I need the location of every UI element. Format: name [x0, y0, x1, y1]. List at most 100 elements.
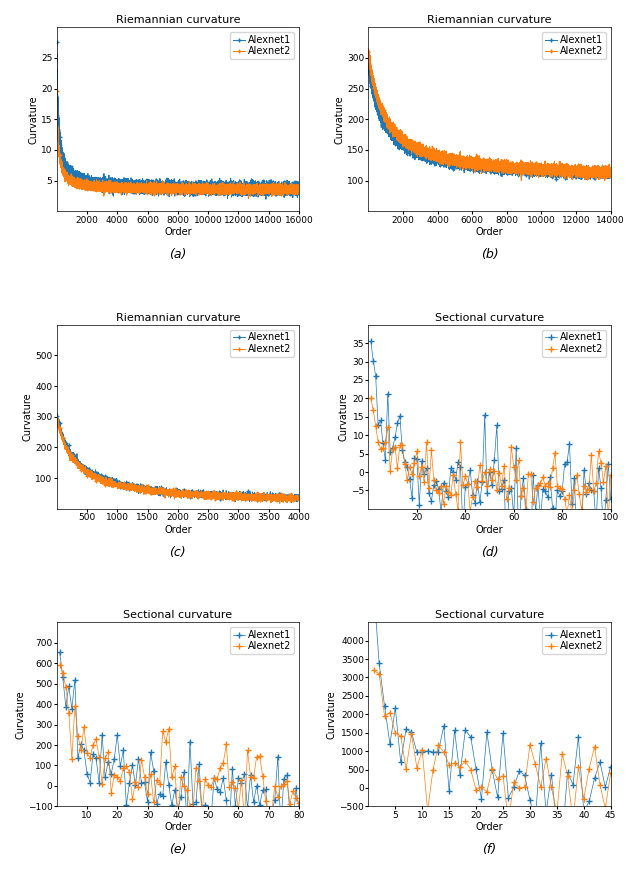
Alexnet1: [513, 442, 520, 453]
Alexnet2: [157, 485, 164, 496]
Alexnet1: [542, 808, 550, 818]
Line: Alexnet2: Alexnet2: [54, 414, 301, 505]
Alexnet1: [419, 148, 427, 158]
Alexnet2: [229, 491, 237, 502]
Alexnet2: [295, 185, 303, 196]
Alexnet2: [422, 437, 430, 447]
Alexnet1: [596, 757, 604, 767]
Alexnet1: [268, 808, 276, 819]
Alexnet1: [295, 184, 303, 194]
Text: (c): (c): [170, 545, 186, 558]
Legend: Alexnet1, Alexnet2: Alexnet1, Alexnet2: [230, 329, 294, 357]
Alexnet2: [591, 741, 598, 752]
Alexnet2: [370, 665, 378, 676]
Alexnet2: [241, 815, 248, 826]
Alexnet2: [271, 781, 278, 792]
Alexnet2: [397, 731, 404, 741]
Title: Riemannian curvature: Riemannian curvature: [116, 15, 240, 25]
Alexnet2: [499, 771, 507, 781]
Legend: Alexnet1, Alexnet2: Alexnet1, Alexnet2: [542, 329, 606, 357]
Legend: Alexnet1, Alexnet2: Alexnet1, Alexnet2: [542, 628, 606, 655]
Alexnet2: [595, 446, 602, 456]
Title: Sectional curvature: Sectional curvature: [435, 313, 544, 323]
Text: (e): (e): [169, 843, 187, 857]
Alexnet1: [77, 176, 84, 186]
Alexnet2: [488, 764, 496, 774]
Y-axis label: Curvature: Curvature: [326, 690, 337, 739]
Alexnet1: [586, 796, 593, 807]
Alexnet2: [419, 746, 426, 756]
Alexnet2: [542, 753, 550, 764]
Alexnet1: [365, 59, 372, 69]
Alexnet2: [580, 794, 588, 804]
Alexnet1: [413, 454, 420, 464]
Alexnet2: [429, 764, 437, 774]
Alexnet2: [211, 773, 218, 784]
Alexnet2: [424, 806, 431, 816]
Alexnet2: [472, 785, 480, 795]
Alexnet2: [504, 815, 512, 826]
Alexnet1: [229, 490, 237, 501]
Alexnet2: [461, 756, 469, 766]
Line: Alexnet2: Alexnet2: [368, 395, 614, 522]
Alexnet1: [445, 786, 453, 796]
Alexnet2: [510, 777, 518, 787]
Alexnet2: [295, 797, 303, 808]
Alexnet2: [467, 765, 474, 775]
X-axis label: Order: Order: [164, 524, 191, 535]
Line: Alexnet1: Alexnet1: [54, 39, 301, 201]
Text: (d): (d): [481, 545, 499, 558]
Title: Sectional curvature: Sectional curvature: [435, 610, 544, 620]
Alexnet2: [53, 86, 61, 96]
Alexnet2: [596, 780, 604, 790]
Legend: Alexnet1, Alexnet2: Alexnet1, Alexnet2: [230, 32, 294, 59]
Alexnet2: [440, 747, 447, 758]
Alexnet1: [268, 186, 276, 197]
Alexnet1: [424, 746, 431, 756]
Alexnet2: [252, 184, 259, 194]
Alexnet2: [365, 47, 372, 58]
X-axis label: Order: Order: [164, 227, 191, 237]
Alexnet2: [421, 143, 429, 154]
Alexnet1: [607, 170, 614, 180]
Alexnet2: [381, 711, 388, 721]
Alexnet1: [375, 658, 383, 669]
Alexnet1: [564, 766, 572, 777]
Alexnet1: [403, 724, 410, 734]
Alexnet2: [168, 487, 176, 497]
Alexnet2: [521, 782, 529, 793]
Alexnet1: [602, 781, 609, 792]
Alexnet1: [531, 816, 539, 827]
Alexnet2: [155, 489, 163, 499]
Alexnet1: [429, 747, 437, 758]
Alexnet1: [499, 728, 507, 739]
Alexnet1: [157, 483, 164, 494]
Alexnet2: [413, 447, 420, 457]
Alexnet1: [276, 493, 284, 503]
Alexnet1: [607, 494, 614, 504]
Alexnet1: [504, 793, 512, 803]
Alexnet1: [262, 194, 269, 205]
X-axis label: Order: Order: [476, 524, 503, 535]
Legend: Alexnet1, Alexnet2: Alexnet1, Alexnet2: [230, 628, 294, 655]
Alexnet1: [558, 833, 566, 843]
Alexnet1: [370, 585, 378, 595]
Alexnet2: [201, 774, 209, 785]
Legend: Alexnet1, Alexnet2: Alexnet1, Alexnet2: [542, 32, 606, 59]
Y-axis label: Curvature: Curvature: [334, 95, 344, 143]
Line: Alexnet2: Alexnet2: [57, 662, 302, 823]
Alexnet2: [403, 763, 410, 773]
Alexnet1: [467, 732, 474, 742]
Alexnet2: [386, 707, 394, 718]
Alexnet1: [515, 766, 523, 776]
Line: Alexnet2: Alexnet2: [54, 83, 301, 201]
Alexnet2: [456, 154, 463, 164]
Alexnet2: [588, 450, 595, 461]
Alexnet2: [53, 411, 61, 421]
Alexnet1: [365, 61, 372, 72]
Alexnet2: [602, 803, 609, 814]
Alexnet2: [456, 762, 464, 773]
Alexnet1: [252, 186, 259, 197]
Alexnet2: [285, 183, 293, 193]
Alexnet1: [420, 148, 428, 158]
